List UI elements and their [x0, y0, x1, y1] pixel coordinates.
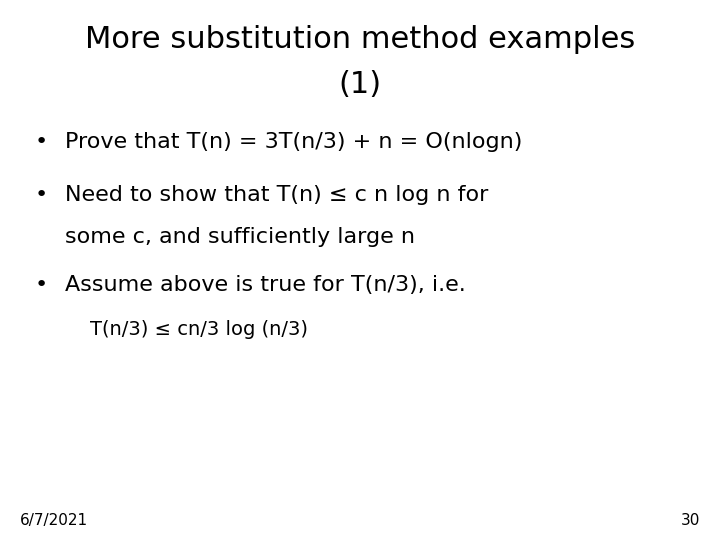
- Text: Assume above is true for T(n/3), i.e.: Assume above is true for T(n/3), i.e.: [65, 275, 466, 295]
- Text: 30: 30: [680, 513, 700, 528]
- Text: •: •: [35, 275, 48, 295]
- Text: T(n/3) ≤ cn/3 log (n/3): T(n/3) ≤ cn/3 log (n/3): [90, 320, 308, 339]
- Text: some c, and sufficiently large n: some c, and sufficiently large n: [65, 227, 415, 247]
- Text: •: •: [35, 132, 48, 152]
- Text: 6/7/2021: 6/7/2021: [20, 513, 88, 528]
- Text: More substitution method examples: More substitution method examples: [85, 25, 635, 54]
- Text: Need to show that T(n) ≤ c n log n for: Need to show that T(n) ≤ c n log n for: [65, 185, 488, 205]
- Text: Prove that T(n) = 3T(n/3) + n = O(nlogn): Prove that T(n) = 3T(n/3) + n = O(nlogn): [65, 132, 523, 152]
- Text: (1): (1): [338, 70, 382, 99]
- Text: •: •: [35, 185, 48, 205]
